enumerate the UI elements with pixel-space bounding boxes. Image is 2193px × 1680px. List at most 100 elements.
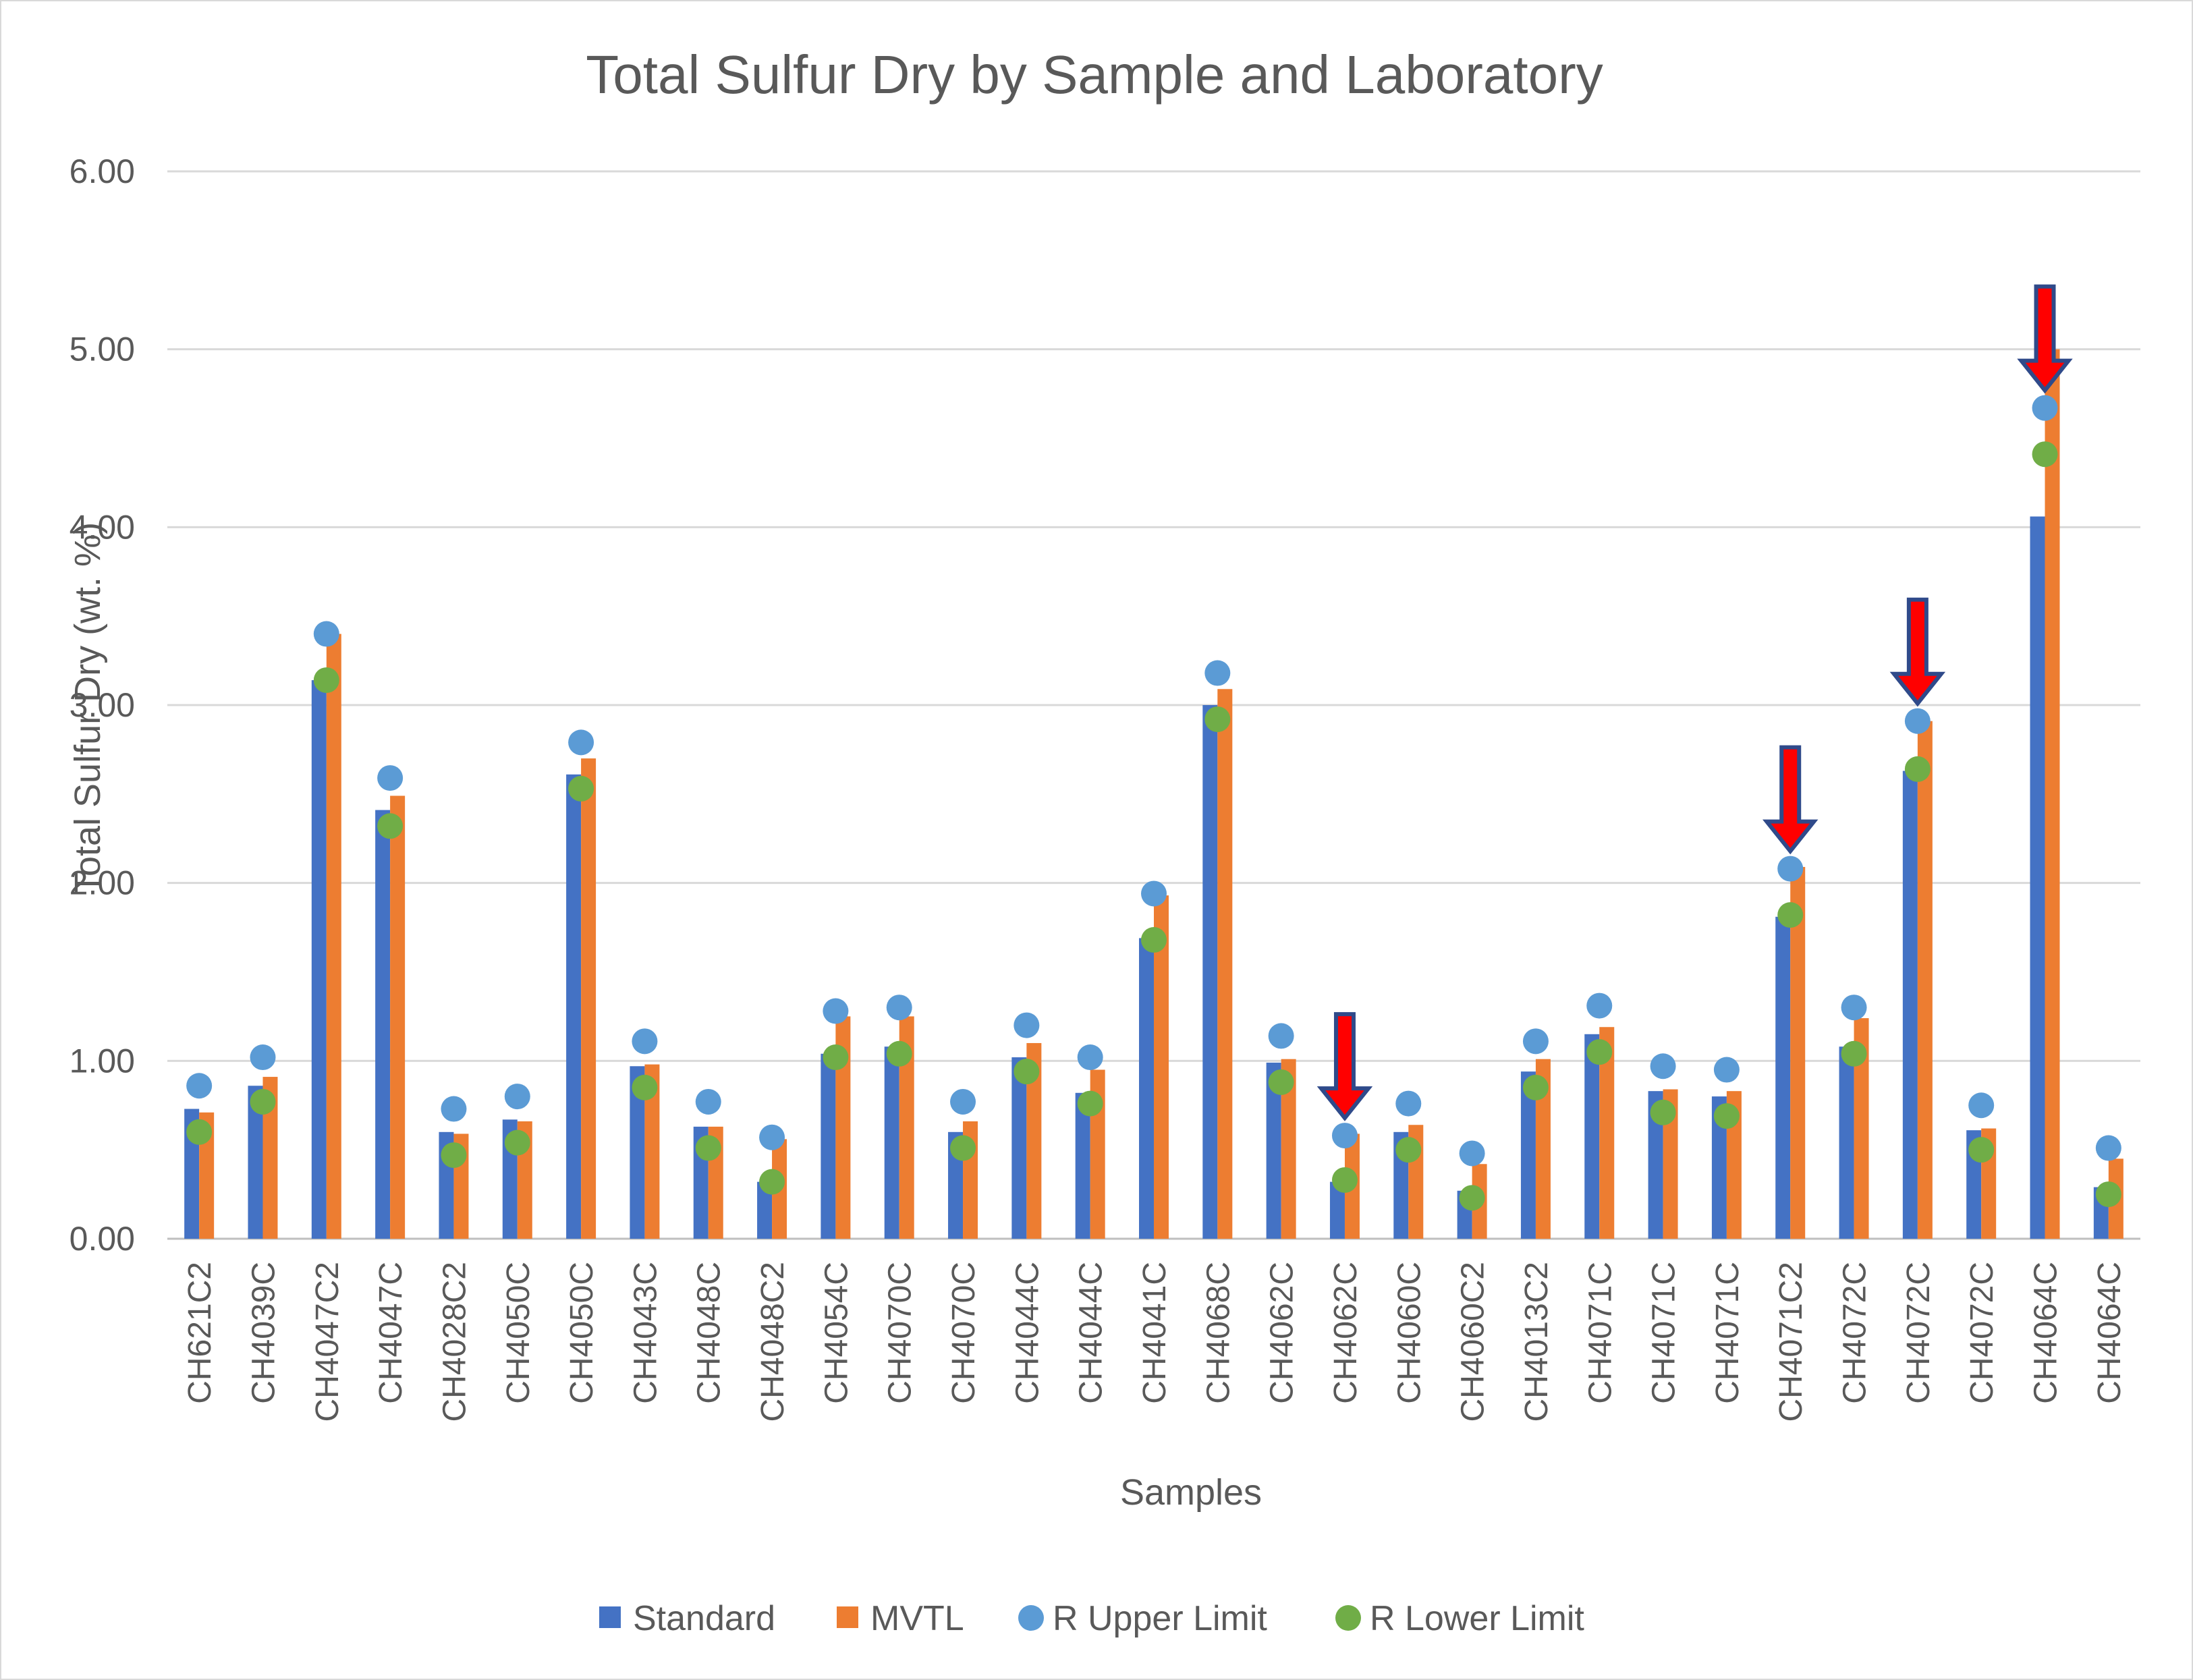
point-r-upper-limit: [886, 995, 912, 1021]
x-tick-label: CH4044C: [1009, 1262, 1045, 1404]
point-r-upper-limit: [1713, 1057, 1740, 1083]
x-tick-label: CH4072C: [1901, 1262, 1937, 1404]
point-r-lower-limit: [1841, 1040, 1867, 1067]
red-arrow-annotation: [1762, 745, 1819, 855]
x-tick-label: CH4054C: [818, 1262, 854, 1404]
bar-mvtl: [1854, 1018, 1869, 1239]
point-r-upper-limit: [1014, 1012, 1040, 1038]
point-r-upper-limit: [632, 1028, 658, 1055]
point-r-upper-limit: [1459, 1140, 1485, 1167]
point-r-lower-limit: [568, 775, 594, 802]
gridlines: [167, 170, 2140, 1240]
point-r-upper-limit: [1268, 1023, 1294, 1049]
point-r-upper-limit: [2095, 1135, 2121, 1161]
bar-standard: [1266, 1062, 1281, 1239]
bar-standard: [1139, 938, 1154, 1239]
point-r-lower-limit: [1777, 902, 1804, 928]
x-tick-label: CH4028C2: [437, 1262, 472, 1422]
point-r-lower-limit: [1968, 1137, 1995, 1163]
point-r-lower-limit: [1650, 1099, 1676, 1125]
bar-mvtl: [1663, 1089, 1678, 1239]
y-tick-label: 0.00: [70, 1220, 135, 1258]
y-tick-label: 2.00: [70, 864, 135, 902]
point-r-lower-limit: [1586, 1039, 1613, 1065]
bar-standard: [630, 1066, 645, 1239]
point-r-upper-limit: [1904, 708, 1931, 734]
bar-standard: [1202, 705, 1218, 1239]
bar-mvtl: [1026, 1042, 1042, 1239]
y-tick-label: 6.00: [70, 152, 135, 190]
point-r-lower-limit: [1904, 756, 1931, 782]
chart-title: Total Sulfur Dry by Sample and Laborator…: [586, 45, 1603, 105]
x-tick-label: CH4071C2: [1773, 1262, 1809, 1422]
legend-label: R Lower Limit: [1370, 1599, 1584, 1638]
point-r-lower-limit: [823, 1044, 849, 1071]
x-tick-label: CH4048C2: [755, 1262, 791, 1422]
point-r-upper-limit: [1650, 1053, 1676, 1080]
bar-standard: [1584, 1034, 1600, 1239]
point-r-upper-limit: [2032, 395, 2058, 421]
x-tick-label: CH4039C: [246, 1262, 281, 1404]
point-r-lower-limit: [250, 1088, 276, 1115]
point-r-lower-limit: [1331, 1167, 1358, 1193]
x-tick-label: CH4064C: [2092, 1262, 2128, 1404]
x-tick-label: CH4043C: [628, 1262, 663, 1404]
x-tick-label: CH4070C: [883, 1262, 918, 1404]
point-r-upper-limit: [1841, 995, 1867, 1021]
point-r-lower-limit: [695, 1135, 721, 1161]
point-r-lower-limit: [1459, 1185, 1485, 1211]
point-r-upper-limit: [1204, 660, 1231, 686]
point-r-upper-limit: [1331, 1123, 1358, 1149]
y-axis-title: Total Sulfur Dry (wt. %): [67, 522, 108, 895]
point-r-lower-limit: [1268, 1069, 1294, 1095]
bar-standard: [1839, 1046, 1854, 1239]
point-r-upper-limit: [1968, 1092, 1995, 1119]
x-tick-label: CH4072C: [1964, 1262, 2000, 1404]
point-r-lower-limit: [186, 1119, 213, 1145]
y-tick-label: 4.00: [70, 508, 135, 546]
x-tick-label: CH4062C: [1265, 1262, 1300, 1404]
bar-standard: [884, 1046, 899, 1239]
x-tick-label: CH4041C: [1137, 1262, 1173, 1404]
point-r-lower-limit: [377, 813, 404, 839]
x-tick-label: CH4072C: [1837, 1262, 1873, 1404]
y-tick-labels: 0.00 1.00 2.00 3.00 4.00 5.00 6.00: [70, 152, 135, 1258]
x-tick-label: CH4047C2: [310, 1262, 345, 1422]
red-arrow-annotation: [1316, 1012, 1373, 1121]
bar-standard: [757, 1181, 773, 1239]
bar-mvtl: [262, 1077, 278, 1239]
x-tick-label: CH4071C: [1582, 1262, 1618, 1404]
bar-standard: [311, 680, 327, 1239]
point-r-upper-limit: [1141, 880, 1167, 907]
legend-label: MVTL: [870, 1599, 964, 1638]
points: [186, 395, 2121, 1211]
point-r-upper-limit: [1777, 856, 1804, 882]
point-r-upper-limit: [695, 1088, 721, 1115]
point-r-lower-limit: [1522, 1074, 1549, 1100]
point-r-lower-limit: [1141, 927, 1167, 953]
bar-mvtl: [835, 1016, 851, 1239]
point-r-lower-limit: [950, 1135, 976, 1161]
red-arrow-annotation: [1889, 597, 1946, 707]
bar-mvtl: [1790, 866, 1806, 1239]
red-arrow-annotation: [2017, 284, 2073, 394]
bar-standard: [1648, 1091, 1663, 1239]
point-r-upper-limit: [1395, 1090, 1422, 1117]
bar-mvtl: [1917, 721, 1933, 1239]
x-tick-label: CH4062C: [1328, 1262, 1364, 1404]
bar-standard: [566, 774, 582, 1239]
legend-swatch: [1018, 1605, 1044, 1631]
point-r-lower-limit: [2095, 1181, 2121, 1208]
point-r-upper-limit: [377, 765, 404, 791]
y-tick-label: 3.00: [70, 686, 135, 724]
x-tick-labels: CH621C2 CH4039C CH4047C2 CH4047C CH4028C2 CH4…: [182, 1262, 2128, 1422]
x-tick-label: CH621C2: [182, 1262, 218, 1404]
x-tick-label: CH4047C: [373, 1262, 409, 1404]
y-tick-label: 1.00: [70, 1042, 135, 1080]
legend: Standard MVTL R Upper Limit R Lower Limit: [599, 1599, 1584, 1638]
point-r-upper-limit: [313, 621, 339, 647]
bar-mvtl: [390, 795, 406, 1239]
x-tick-label: CH4050C: [564, 1262, 600, 1404]
bar-mvtl: [899, 1016, 914, 1239]
